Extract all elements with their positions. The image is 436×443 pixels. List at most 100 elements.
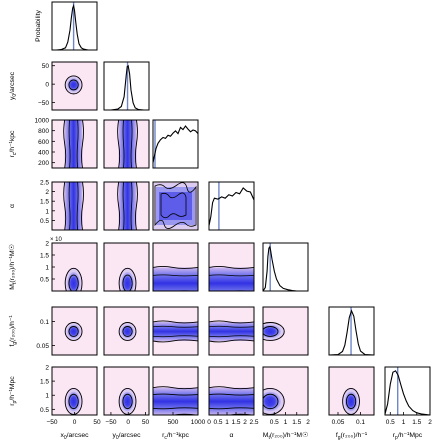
- ylabel-alpha: α: [9, 204, 16, 208]
- panel-y0-vs-y0: [103, 61, 150, 111]
- tick-label: 800: [38, 128, 49, 135]
- panel-fg-vs-alpha: [208, 306, 255, 356]
- marginal-curve-y0: [104, 64, 149, 110]
- tick-label: 2: [45, 189, 49, 196]
- panel-rp-vs-x0: 0.5 1 1.5 2 −50 0 50: [40, 365, 101, 427]
- panel-M200-vs-rc: [152, 242, 199, 292]
- panel-rc-vs-x0: 200 400 600 800 1000: [35, 118, 98, 169]
- panel-fg-vs-fg: [328, 306, 375, 356]
- panel-rc-vs-rc: [152, 119, 199, 169]
- panel-rp-vs-M200: 0.5 1 1.5 2: [262, 366, 310, 426]
- tick-label: 1.5: [292, 419, 301, 426]
- panel-frame: [51, 1, 98, 51]
- ylabel-rc: rc/h⁻¹kpc: [9, 130, 18, 157]
- tick-label: −50: [46, 419, 57, 426]
- tick-label: 1: [45, 265, 49, 272]
- marginal-curve-M200: [263, 245, 308, 291]
- tick-label: 1: [45, 208, 49, 215]
- tick-label: 1000: [35, 118, 50, 125]
- tick-label: 0.5: [270, 419, 279, 426]
- tick-label: 0.5: [40, 407, 49, 414]
- tick-label: 200: [38, 160, 49, 167]
- tick-label: 1.5: [40, 253, 49, 260]
- xlabel-alpha: α: [230, 432, 234, 439]
- panel-frame: [152, 181, 199, 231]
- tick-label: 0: [126, 419, 130, 426]
- ylabel-rp: rp/h⁻¹Mpc: [9, 376, 18, 406]
- tick-label: −50: [38, 100, 49, 107]
- marginal-curve-rc: [153, 125, 198, 163]
- tick-label: 1: [284, 419, 288, 426]
- panel-frame: [328, 366, 375, 416]
- panel-frame: [103, 366, 150, 416]
- tick-label: 50: [93, 419, 101, 426]
- panel-rc-vs-y0: [103, 119, 150, 169]
- ylabel-M200: Mt(r₂₀₀)/h⁻¹M☉: [8, 244, 18, 289]
- panel-rp-vs-fg: 0.05 0.1: [328, 366, 375, 426]
- panel-frame: [262, 306, 309, 356]
- marginal-curve-alpha: [209, 187, 254, 226]
- panel-alpha-vs-rc: [152, 181, 199, 231]
- tick-label: 1000: [191, 419, 206, 426]
- xlabel-x0: x0/arcsec: [60, 432, 89, 441]
- panel-frame: [103, 61, 150, 111]
- panel-background: [385, 367, 430, 415]
- panel-frame: [152, 306, 199, 356]
- ylabel-probability: Probability: [35, 10, 42, 42]
- panel-rp-vs-alpha: 0 0.5 1 1.5 2 2.5: [207, 366, 259, 426]
- panel-y0-vs-x0: −50 0 50: [38, 61, 98, 111]
- tick-label: 2: [243, 419, 247, 426]
- panel-frame: [51, 61, 98, 111]
- tick-label: 0.5: [40, 218, 49, 225]
- tick-label: 2: [45, 365, 49, 372]
- marginal-curve-x0: [52, 3, 97, 50]
- tick-label: 400: [38, 150, 49, 157]
- tick-label: 1.5: [412, 419, 421, 426]
- panel-frame: [328, 306, 375, 356]
- tick-label: 1.5: [40, 379, 49, 386]
- panel-frame: [103, 306, 150, 356]
- panel-x0-vs-x0: [51, 1, 98, 51]
- tick-label: 50: [142, 419, 150, 426]
- tick-label: 2: [428, 419, 432, 426]
- marginal-curve-rp: [385, 370, 430, 415]
- scale-factor-label: × 10: [50, 237, 63, 243]
- tick-label: 50: [42, 63, 50, 70]
- panel-background: [209, 182, 254, 230]
- tick-label: 0.5: [40, 277, 49, 284]
- panel-frame: [208, 366, 255, 416]
- panel-frame: [103, 119, 150, 169]
- ylabel-y0: y0/arcsec: [9, 71, 18, 100]
- tick-label: 2: [45, 241, 49, 248]
- panel-alpha-vs-y0: [103, 181, 150, 231]
- panel-frame: [51, 119, 98, 169]
- panel-M200-vs-M200: [262, 242, 309, 292]
- panel-alpha-vs-x0: 0.5 1 1.5 2 2.5: [40, 180, 98, 231]
- panel-rp-vs-rc: 500 1000: [152, 366, 206, 426]
- tick-label: 1: [45, 393, 49, 400]
- tick-label: 0: [207, 419, 211, 426]
- tick-label: 2.5: [40, 180, 49, 187]
- panel-frame: [152, 366, 199, 416]
- panel-alpha-vs-alpha: [208, 181, 255, 231]
- marginal-curve-fg: [329, 309, 374, 355]
- panel-frame: [103, 181, 150, 231]
- panel-fg-vs-y0: [103, 306, 150, 356]
- tick-label: 2.5: [249, 419, 258, 426]
- panel-frame: [208, 306, 255, 356]
- tick-label: 0.5: [213, 419, 222, 426]
- tick-label: 0: [73, 419, 77, 426]
- tick-label: 0: [45, 82, 49, 89]
- tick-label: 0.05: [36, 343, 49, 350]
- ylabel-fg: fg(r₂₀₀)/h⁻¹: [9, 315, 18, 347]
- panel-frame: [152, 242, 199, 292]
- panel-M200-vs-x0: 0.5 1 1.5 2: [40, 241, 98, 292]
- tick-label: 0.1: [40, 319, 49, 326]
- panel-rp-vs-rp: 0.5 1 1.5 2: [384, 366, 432, 426]
- tick-label: 2: [306, 419, 310, 426]
- panel-frame: [208, 181, 255, 231]
- panel-frame: [103, 242, 150, 292]
- tick-label: 500: [168, 419, 179, 426]
- panel-frame: [51, 181, 98, 231]
- tick-label: 0.1: [356, 419, 365, 426]
